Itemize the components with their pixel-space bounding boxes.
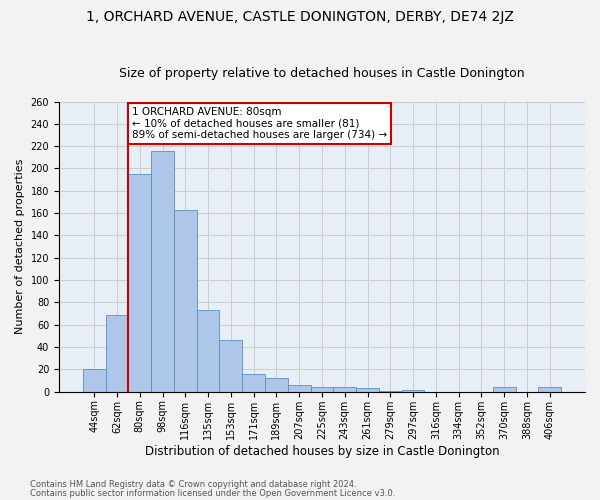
- Bar: [401, 390, 424, 392]
- Bar: [128, 174, 151, 392]
- Bar: [83, 370, 106, 392]
- Bar: [356, 388, 379, 392]
- Text: 1, ORCHARD AVENUE, CASTLE DONINGTON, DERBY, DE74 2JZ: 1, ORCHARD AVENUE, CASTLE DONINGTON, DER…: [86, 10, 514, 24]
- Bar: [311, 388, 334, 392]
- Title: Size of property relative to detached houses in Castle Donington: Size of property relative to detached ho…: [119, 66, 525, 80]
- Text: Contains public sector information licensed under the Open Government Licence v3: Contains public sector information licen…: [30, 489, 395, 498]
- Bar: [493, 388, 515, 392]
- Bar: [197, 310, 220, 392]
- Bar: [242, 374, 265, 392]
- Bar: [379, 390, 401, 392]
- Bar: [334, 388, 356, 392]
- Text: 1 ORCHARD AVENUE: 80sqm
← 10% of detached houses are smaller (81)
89% of semi-de: 1 ORCHARD AVENUE: 80sqm ← 10% of detache…: [132, 107, 387, 140]
- Y-axis label: Number of detached properties: Number of detached properties: [15, 159, 25, 334]
- Bar: [288, 385, 311, 392]
- Text: Contains HM Land Registry data © Crown copyright and database right 2024.: Contains HM Land Registry data © Crown c…: [30, 480, 356, 489]
- Bar: [151, 150, 174, 392]
- Bar: [265, 378, 288, 392]
- Bar: [538, 388, 561, 392]
- X-axis label: Distribution of detached houses by size in Castle Donington: Distribution of detached houses by size …: [145, 444, 499, 458]
- Bar: [106, 315, 128, 392]
- Bar: [220, 340, 242, 392]
- Bar: [174, 210, 197, 392]
